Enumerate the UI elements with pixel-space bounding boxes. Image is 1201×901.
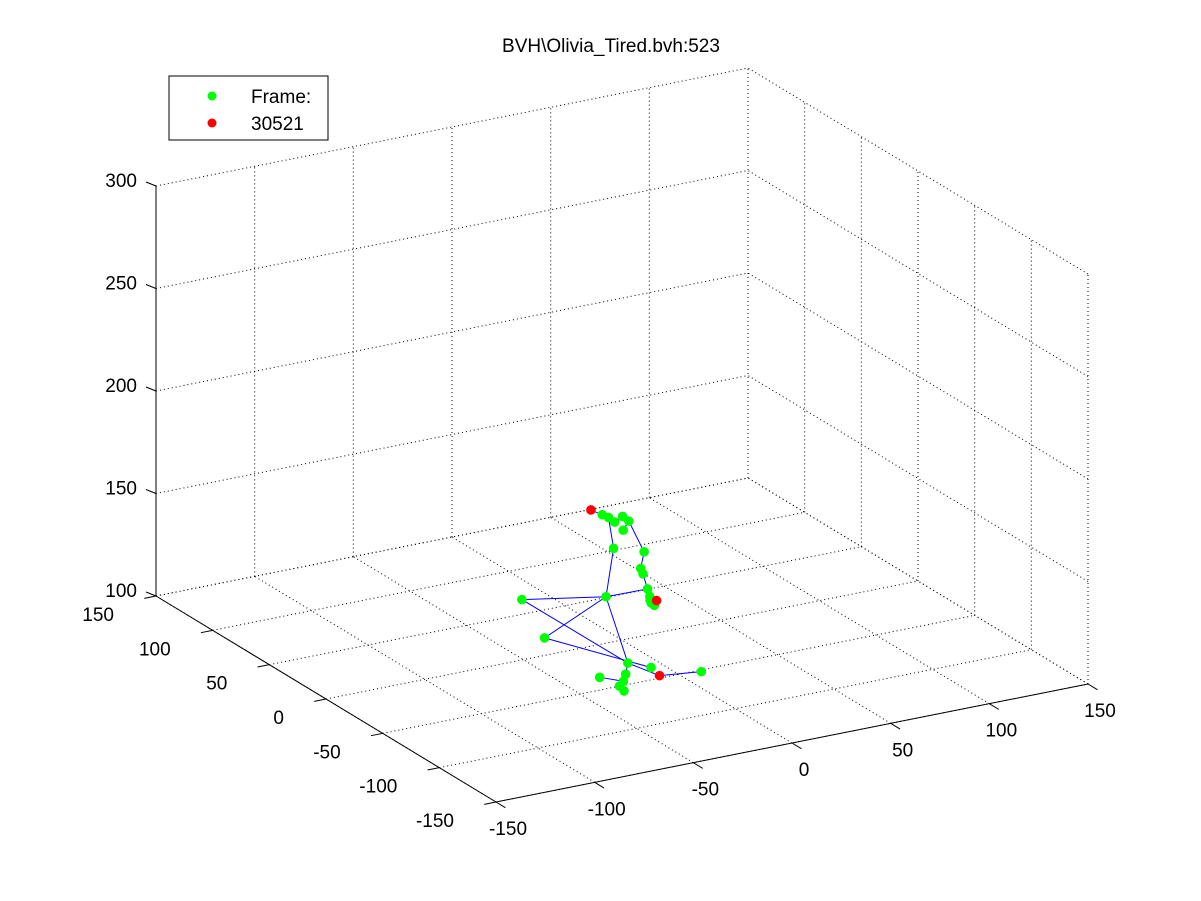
bone-segment	[605, 588, 648, 598]
plot-title: BVH\Olivia_Tired.bvh:523	[502, 36, 720, 57]
joint-marker	[696, 666, 707, 677]
y-tick	[144, 595, 157, 599]
joint-marker	[642, 584, 653, 594]
joint-marker	[639, 547, 649, 557]
z-tick-label: 100	[105, 581, 137, 602]
joint-marker	[623, 658, 633, 668]
y-tick	[200, 629, 213, 634]
z-tick-label: 150	[105, 479, 137, 500]
z-tick-label: 250	[105, 274, 137, 295]
tick-marks: -150 -100 -50 0 50 100 150 -150 -100 -50 0 50 100 150…	[82, 171, 1116, 840]
joint-marker	[539, 633, 550, 643]
highlight-joint-marker	[651, 595, 662, 606]
legend-30521-label: 30521	[251, 114, 304, 135]
grid-back-z	[155, 477, 749, 597]
x-tick	[989, 703, 1000, 710]
joint-marker	[601, 591, 611, 602]
bone-segment	[521, 599, 629, 664]
y-tick	[314, 698, 327, 702]
bone-segment	[627, 662, 660, 677]
legend-30521-marker	[207, 118, 217, 128]
x-tick-label: 0	[799, 760, 810, 781]
highlight-joint-marker	[654, 670, 665, 681]
grid-floor-y	[269, 546, 862, 666]
y-tick	[427, 767, 440, 771]
grid-floor-x	[353, 556, 694, 764]
x-tick	[1087, 683, 1098, 691]
z-tick	[145, 181, 157, 187]
z-tick-label: 200	[105, 376, 137, 397]
y-tick-label: 0	[273, 708, 284, 729]
grid-back-z	[155, 375, 749, 494]
y-tick-label: -50	[313, 742, 340, 763]
grid-back-z	[155, 67, 749, 187]
highlight-joint-marker	[586, 505, 596, 515]
z-tick	[145, 284, 157, 289]
x-tick-label: -150	[489, 819, 527, 840]
x-tick-label: 50	[892, 740, 913, 761]
legend-box	[168, 75, 329, 141]
skeleton-bones	[521, 509, 702, 692]
z-tick-label: 300	[105, 171, 137, 192]
bone-segment	[521, 596, 607, 601]
x-tick-label: -100	[588, 799, 626, 820]
x-tick-label: 150	[1084, 701, 1116, 722]
x-tick	[495, 801, 506, 809]
legend: Frame: 30521	[168, 75, 329, 141]
grid-floor-y	[212, 511, 805, 631]
grid-floor-y	[382, 614, 975, 734]
bone-segment	[628, 520, 645, 553]
joint-marker	[608, 543, 619, 554]
grid-right-z	[747, 170, 1089, 377]
joint-marker	[618, 525, 628, 536]
y-tick	[484, 801, 497, 805]
joint-marker	[619, 686, 629, 696]
joint-marker	[594, 672, 605, 683]
bone-segment	[605, 596, 629, 664]
y-tick	[257, 664, 270, 668]
grid-right-z	[747, 375, 1089, 582]
legend-frame-marker	[207, 91, 217, 101]
joint-markers	[517, 505, 707, 696]
y-tick-label: 50	[206, 674, 227, 695]
grid-back-z	[155, 170, 749, 289]
grid-right-z	[747, 67, 1089, 275]
grid-floor-x	[451, 536, 793, 744]
joint-marker	[638, 569, 648, 579]
x-tick	[693, 762, 704, 769]
joint-marker	[517, 594, 527, 605]
joint-marker	[618, 676, 629, 687]
x-tick	[594, 781, 605, 789]
y-tick-label: 150	[82, 605, 114, 626]
joint-marker	[609, 517, 620, 527]
bone-segment	[659, 671, 702, 677]
joint-marker	[624, 516, 634, 526]
grid-floor-y	[439, 649, 1032, 769]
bone-segment	[607, 517, 615, 549]
x-tick	[890, 722, 901, 730]
x-tick-label: 100	[985, 721, 1017, 742]
grid-back-z	[155, 272, 749, 392]
bone-segment	[605, 548, 615, 597]
grid-lines	[155, 67, 1089, 803]
x-tick-label: -50	[692, 780, 719, 801]
y-tick-label: -100	[359, 777, 397, 798]
z-tick	[145, 591, 157, 597]
y-tick-label: -150	[416, 811, 454, 832]
z-tick	[145, 489, 157, 494]
axes-frame	[155, 186, 1089, 803]
grid-floor-y	[325, 580, 919, 700]
y-tick-label: 100	[139, 639, 171, 660]
x-tick	[791, 742, 802, 750]
joint-marker	[646, 662, 656, 673]
legend-frame-label: Frame:	[251, 87, 311, 108]
y-tick	[370, 732, 383, 737]
grid-floor-x	[550, 516, 891, 724]
bone-segment	[544, 596, 607, 639]
z-tick	[145, 386, 157, 392]
bone-segment	[544, 637, 652, 669]
